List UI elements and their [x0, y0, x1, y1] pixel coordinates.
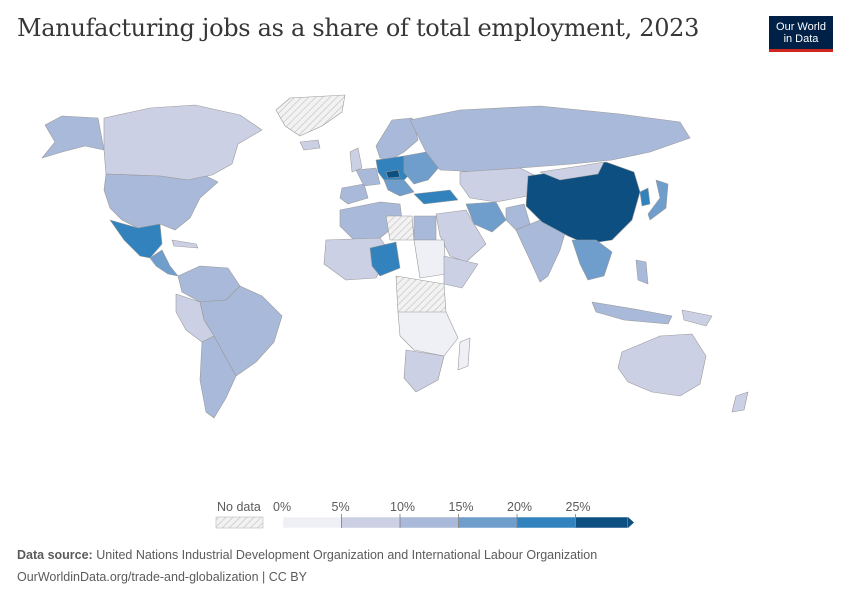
legend-swatch-5	[575, 516, 629, 529]
region-sudan[interactable]	[413, 239, 447, 279]
region-central-asia[interactable]	[459, 167, 541, 203]
legend-tick-label-5: 25%	[566, 500, 591, 514]
legend-tick-label-0: 0%	[273, 500, 291, 514]
region-egypt[interactable]	[413, 215, 437, 241]
region-nigeria[interactable]	[369, 241, 401, 277]
region-iberia[interactable]	[339, 183, 369, 205]
region-russia[interactable]	[409, 105, 691, 173]
region-philippines[interactable]	[635, 259, 649, 285]
legend-tick-label-1: 5%	[332, 500, 350, 514]
region-iran[interactable]	[465, 201, 507, 233]
region-indonesia[interactable]	[591, 301, 673, 325]
logo-line-1: Our World	[776, 21, 826, 33]
region-italy-balkans[interactable]	[383, 179, 415, 197]
legend-swatch-0	[282, 516, 342, 529]
region-southern-cone[interactable]	[199, 335, 237, 419]
region-uk[interactable]	[349, 147, 363, 173]
region-caribbean[interactable]	[171, 239, 199, 249]
region-horn-africa[interactable]	[443, 255, 479, 289]
region-usa[interactable]	[103, 173, 219, 231]
region-png[interactable]	[681, 309, 713, 327]
legend-tick-label-3: 15%	[449, 500, 474, 514]
region-turkey[interactable]	[413, 189, 459, 205]
region-mexico[interactable]	[109, 219, 163, 259]
source-label: Data source:	[17, 548, 93, 562]
owid-logo[interactable]: Our World in Data	[769, 16, 833, 52]
chart-title: Manufacturing jobs as a share of total e…	[17, 14, 700, 42]
region-france[interactable]	[355, 167, 381, 187]
region-alaska[interactable]	[41, 115, 105, 159]
legend-no-data-swatch	[215, 516, 264, 529]
region-scandinavia[interactable]	[375, 117, 419, 161]
region-australia[interactable]	[617, 333, 707, 397]
region-mongolia[interactable]	[539, 161, 605, 181]
legend-swatch-1	[341, 516, 401, 529]
region-czechia-slovakia[interactable]	[385, 169, 401, 179]
region-korea[interactable]	[639, 187, 651, 207]
legend-swatch-4	[516, 516, 576, 529]
region-new-zealand[interactable]	[731, 391, 749, 413]
region-central-america[interactable]	[149, 249, 179, 277]
footer-source: Data source: United Nations Industrial D…	[17, 548, 597, 562]
region-southeast-asia[interactable]	[571, 239, 613, 281]
legend-tick-label-2: 10%	[390, 500, 415, 514]
region-libya[interactable]	[385, 215, 415, 241]
region-madagascar[interactable]	[457, 337, 471, 371]
legend-swatch-3	[458, 516, 518, 529]
region-south-africa[interactable]	[403, 349, 445, 393]
legend-tick-label-4: 20%	[507, 500, 532, 514]
legend-arrow-tip	[628, 517, 634, 528]
region-southern-africa[interactable]	[397, 311, 459, 357]
source-text: United Nations Industrial Development Or…	[96, 548, 598, 562]
region-canada[interactable]	[103, 104, 263, 181]
legend-swatch-2	[399, 516, 459, 529]
region-greenland[interactable]	[275, 94, 346, 137]
region-arabia[interactable]	[435, 209, 487, 263]
world-map[interactable]	[0, 80, 850, 480]
logo-line-2: in Data	[783, 33, 819, 45]
region-iceland[interactable]	[299, 139, 321, 151]
region-japan[interactable]	[647, 179, 669, 221]
legend-no-data-label: No data	[217, 500, 261, 514]
footer-url[interactable]: OurWorldinData.org/trade-and-globalizati…	[17, 570, 307, 584]
legend-bins: 0% 5% 10% 15% 20% 25%	[273, 500, 634, 529]
